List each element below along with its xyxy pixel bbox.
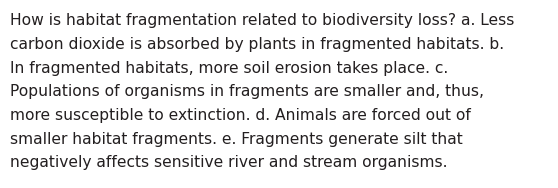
Text: negatively affects sensitive river and stream organisms.: negatively affects sensitive river and s… <box>10 155 448 170</box>
Text: In fragmented habitats, more soil erosion takes place. c.: In fragmented habitats, more soil erosio… <box>10 61 448 76</box>
Text: How is habitat fragmentation related to biodiversity loss? a. Less: How is habitat fragmentation related to … <box>10 13 514 28</box>
Text: carbon dioxide is absorbed by plants in fragmented habitats. b.: carbon dioxide is absorbed by plants in … <box>10 37 504 52</box>
Text: Populations of organisms in fragments are smaller and, thus,: Populations of organisms in fragments ar… <box>10 84 484 99</box>
Text: more susceptible to extinction. d. Animals are forced out of: more susceptible to extinction. d. Anima… <box>10 108 471 123</box>
Text: smaller habitat fragments. e. Fragments generate silt that: smaller habitat fragments. e. Fragments … <box>10 132 463 147</box>
